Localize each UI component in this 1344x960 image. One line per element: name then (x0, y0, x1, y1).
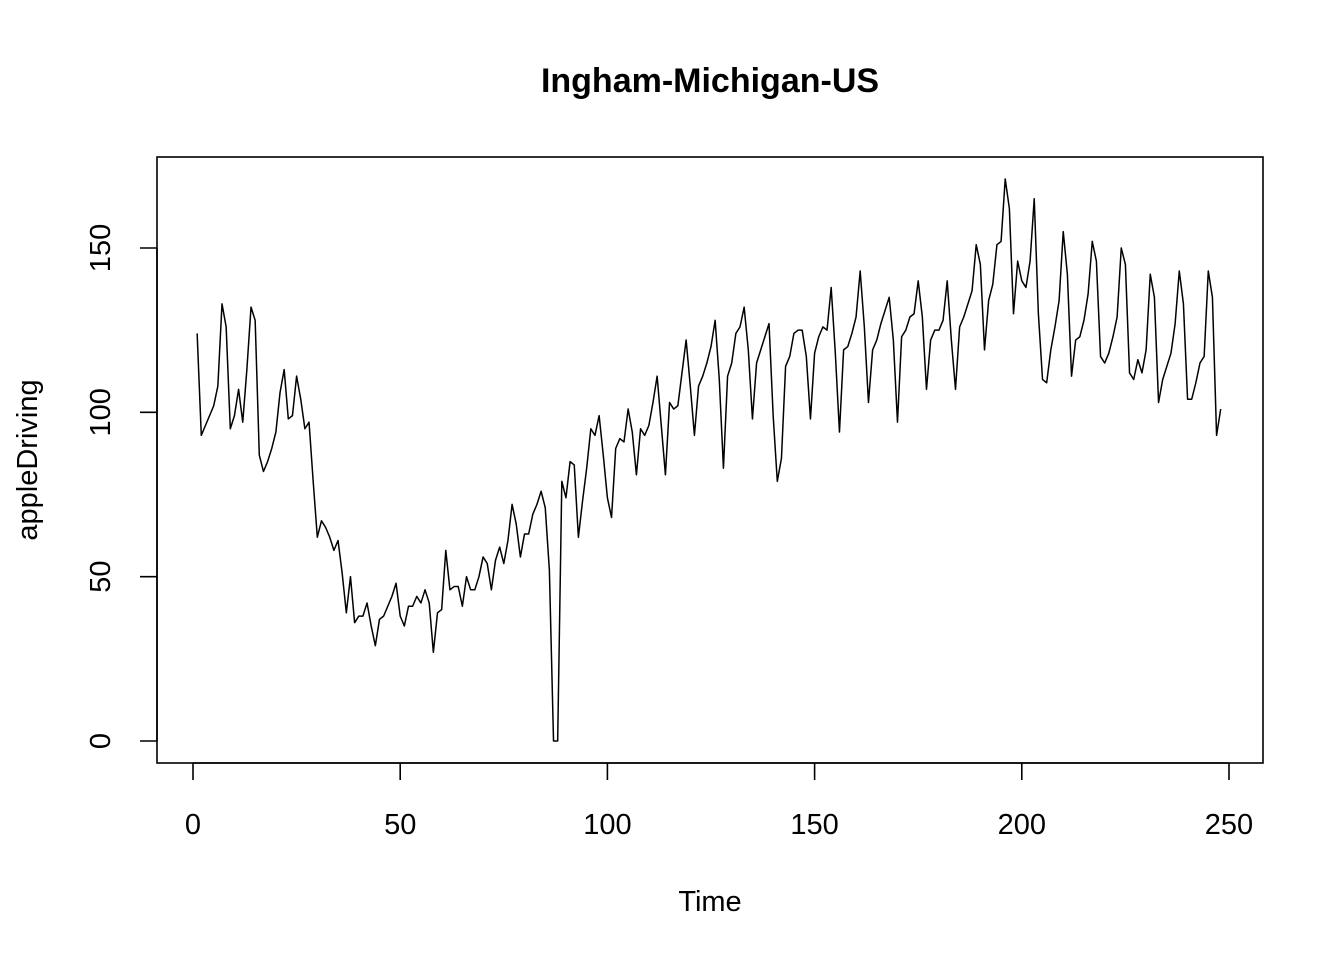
chart-title: Ingham-Michigan-US (541, 62, 879, 100)
x-tick-label: 0 (185, 809, 201, 841)
y-tick-label: 100 (85, 388, 117, 436)
x-tick-label: 200 (998, 809, 1046, 841)
y-tick-label: 50 (85, 561, 117, 593)
x-tick-label: 250 (1205, 809, 1253, 841)
y-tick-label: 150 (85, 224, 117, 272)
x-tick-label: 150 (790, 809, 838, 841)
x-tick-label: 50 (384, 809, 416, 841)
x-axis-label: Time (678, 886, 741, 918)
y-axis-label: appleDriving (12, 379, 44, 540)
series-line (196, 178, 1222, 742)
x-tick-label: 100 (583, 809, 631, 841)
plot-frame (156, 156, 1264, 764)
y-axis: 0 50 100 150 (85, 224, 158, 749)
x-axis: 0 50 100 150 200 250 (185, 762, 1253, 841)
y-tick-label: 0 (85, 733, 117, 749)
